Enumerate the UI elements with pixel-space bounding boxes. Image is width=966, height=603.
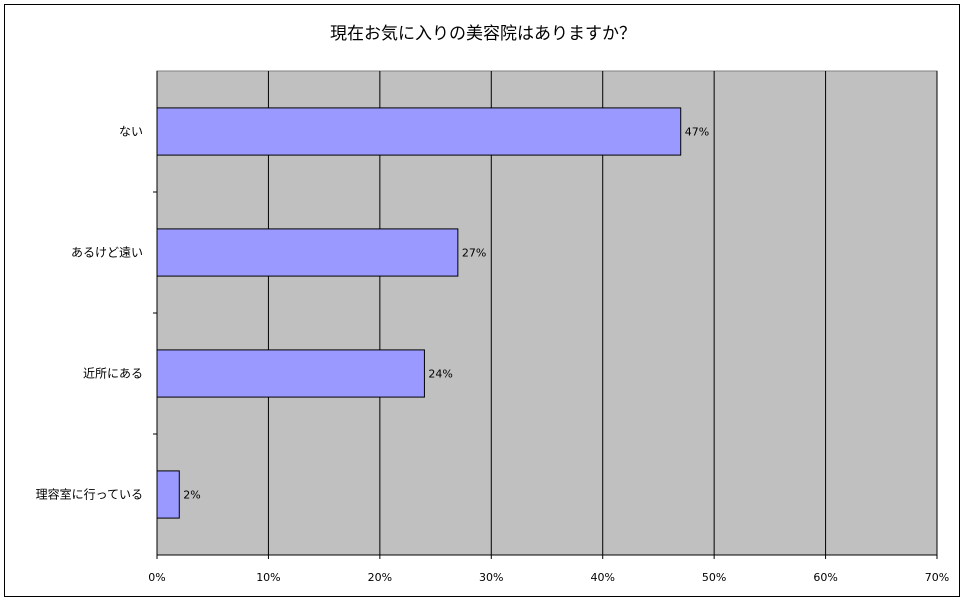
category-label: 理容室に行っている	[36, 487, 143, 502]
category-label: あるけど遠い	[71, 246, 143, 260]
x-tick-label: 10%	[256, 571, 280, 584]
data-label: 27%	[462, 247, 486, 260]
x-tick-label: 0%	[148, 571, 165, 584]
x-tick-label: 50%	[702, 571, 726, 584]
axes	[153, 71, 938, 559]
category-label: ない	[119, 125, 143, 139]
bar	[156, 470, 180, 519]
x-tick-label: 30%	[479, 571, 503, 584]
x-tick-label: 20%	[368, 571, 392, 584]
category-label: 近所にある	[83, 367, 143, 381]
bar	[156, 228, 459, 277]
chart-title: 現在お気に入りの美容院はありますか？	[330, 24, 636, 44]
x-tick-label: 70%	[925, 571, 949, 584]
x-tick-label: 60%	[813, 571, 837, 584]
bars	[156, 107, 682, 519]
data-label: 24%	[428, 368, 452, 381]
bar	[156, 107, 682, 156]
bar	[156, 349, 425, 398]
data-label: 2%	[183, 489, 200, 502]
x-tick-label: 40%	[590, 571, 614, 584]
labels: 47% ない 27% あるけど遠い 24% 近所にある 2% 理容室に行っている 0% 10% 20…	[36, 125, 950, 585]
data-label: 47%	[685, 126, 709, 139]
